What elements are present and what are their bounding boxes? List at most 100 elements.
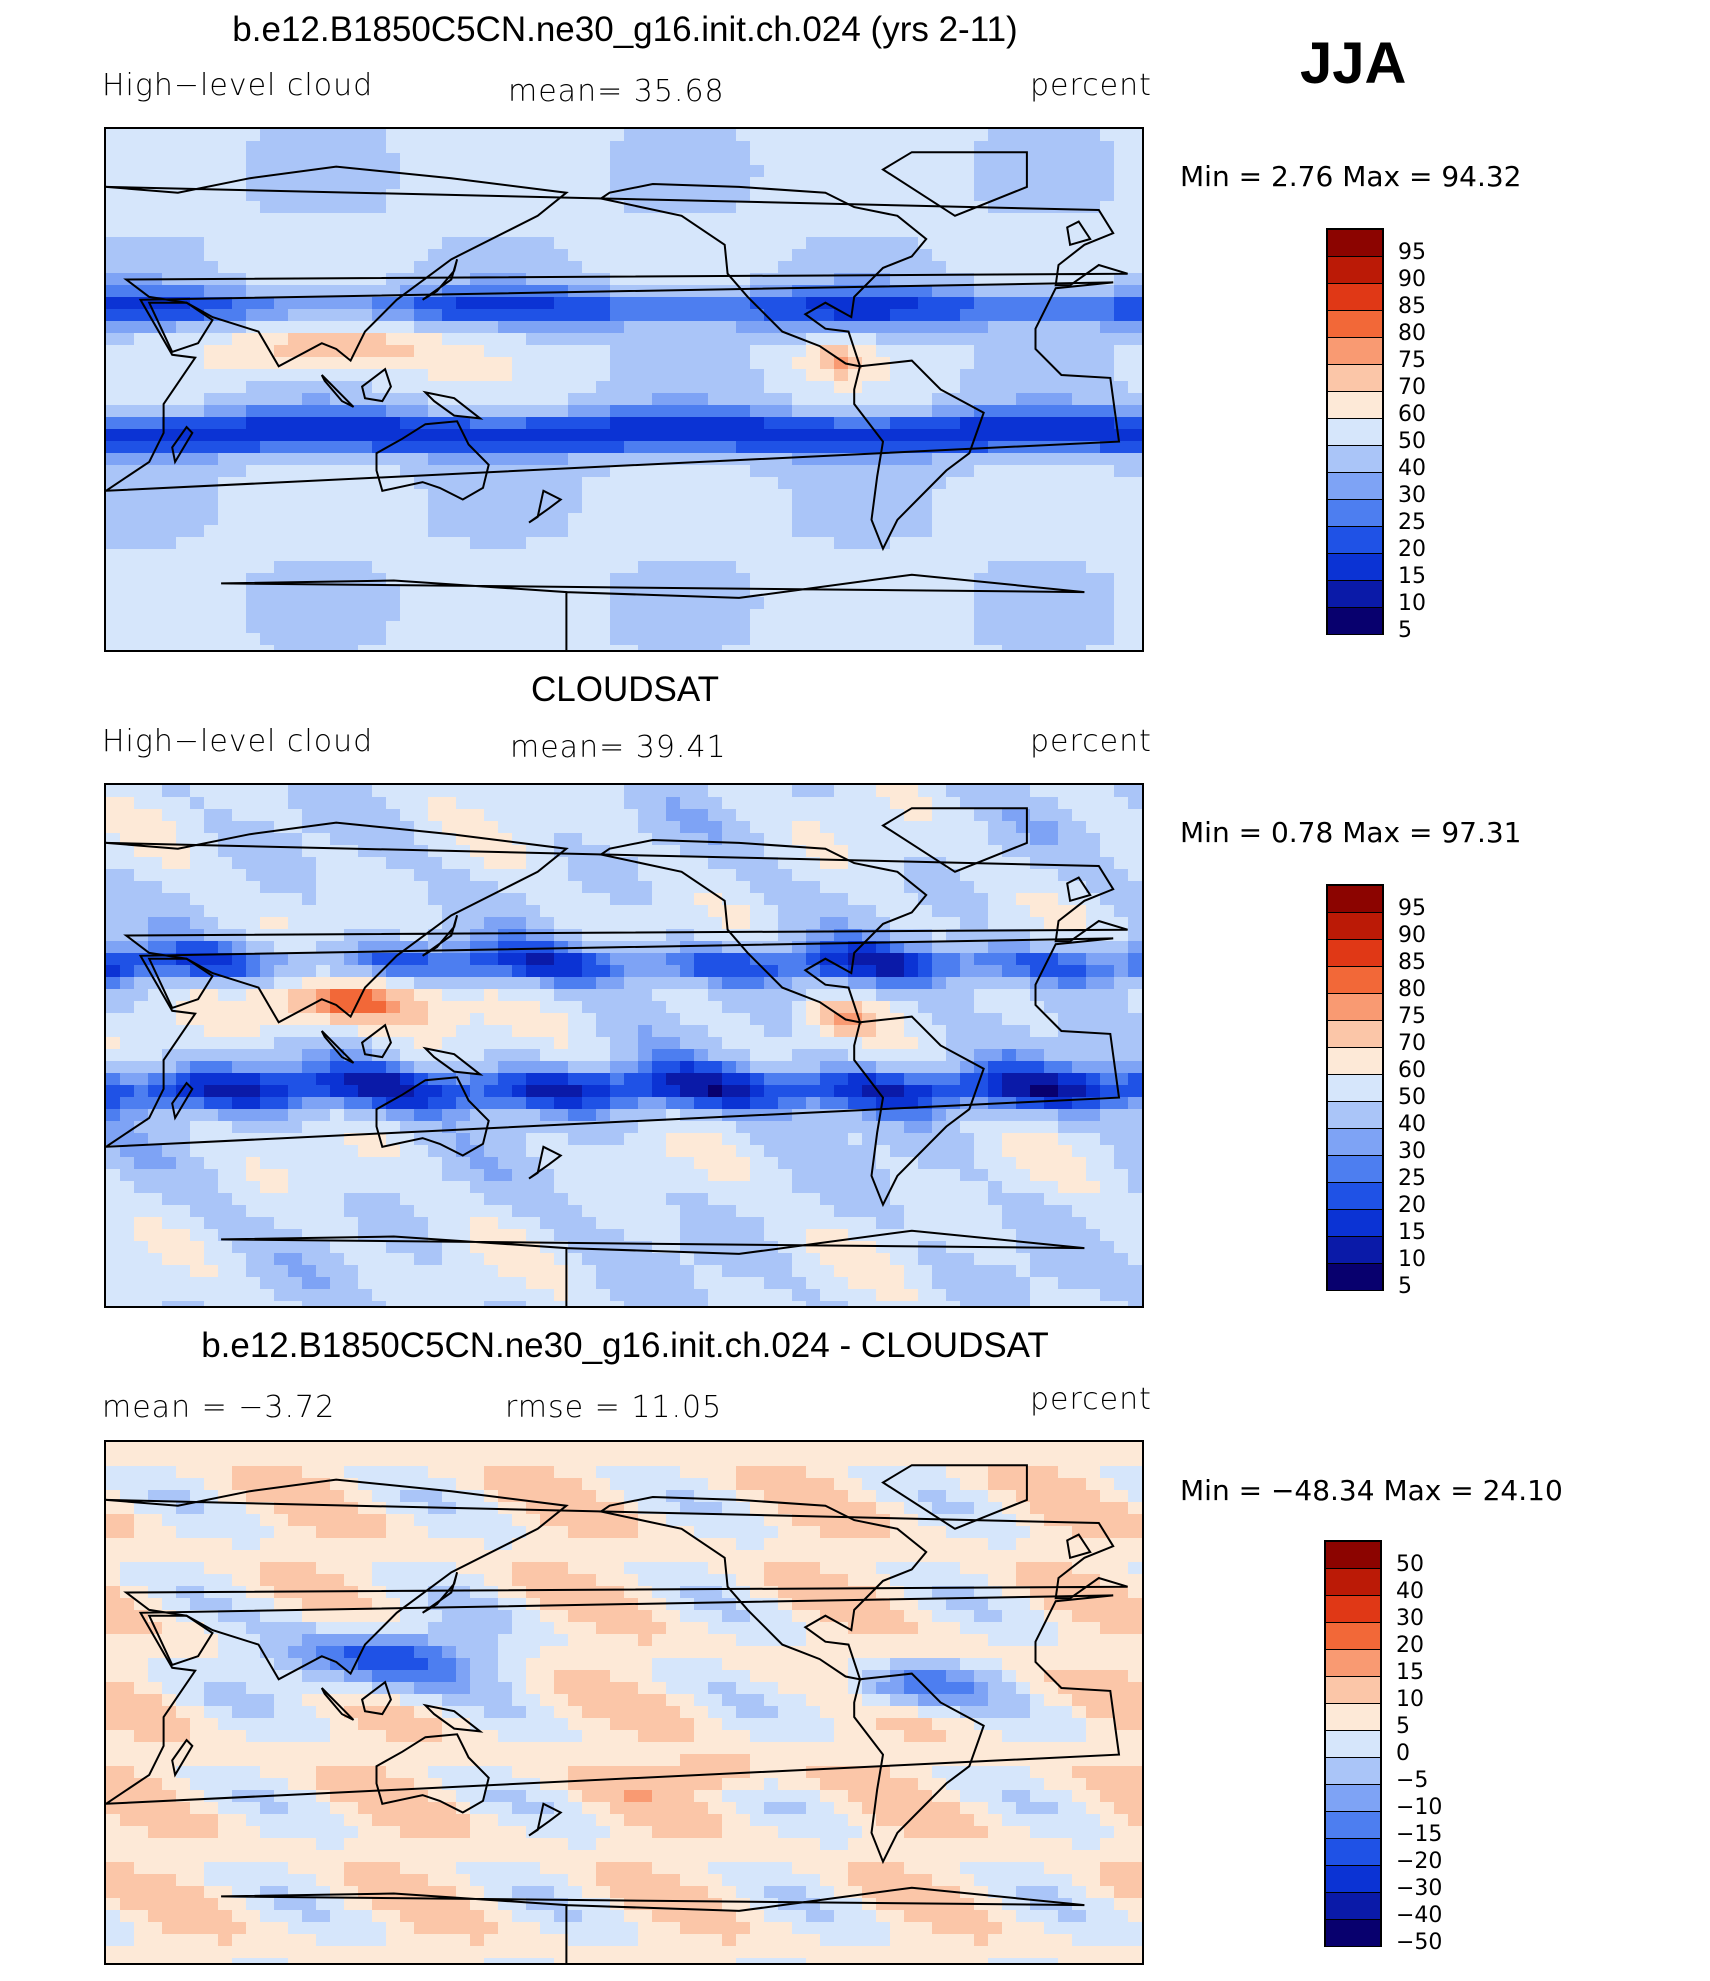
- colorbar-swatch: [1328, 500, 1382, 527]
- colorbar-swatch: [1328, 257, 1382, 284]
- colorbar-swatch: [1326, 1677, 1380, 1704]
- coastline-path: [853, 1015, 985, 1208]
- colorbar-tick-label: 95: [1398, 896, 1426, 921]
- colorbar-swatch: [1328, 392, 1382, 419]
- colorbar-swatch: [1328, 1210, 1382, 1237]
- colorbar-swatch: [1328, 527, 1382, 554]
- coastline-path: [171, 1738, 194, 1778]
- colorbar-swatch: [1326, 1758, 1380, 1785]
- colorbar-swatch: [1326, 1704, 1380, 1731]
- coastline-path: [360, 1680, 392, 1716]
- coastline-path: [375, 420, 490, 501]
- coastline-path: [360, 367, 392, 403]
- coastline-path: [528, 1145, 563, 1180]
- coastline-path: [598, 1495, 928, 1681]
- colorbar-tick-label: 40: [1396, 1579, 1424, 1604]
- colorbar-tick-label: 30: [1398, 1139, 1426, 1164]
- colorbar-tick-label: −10: [1396, 1795, 1443, 1820]
- panel-2-minmax: Min = 0.78 Max = 97.31: [1180, 816, 1522, 849]
- coastline-path: [320, 1030, 355, 1064]
- coastline-path: [1066, 220, 1092, 247]
- colorbar-tick-label: 15: [1396, 1660, 1424, 1685]
- panel-3-mean-label: mean = −3.72: [102, 1390, 336, 1425]
- coastline-path: [375, 1733, 490, 1814]
- colorbar-tick-label: 95: [1398, 240, 1426, 265]
- coastline-path: [881, 151, 1028, 217]
- coastline-path: [422, 915, 459, 957]
- coastline-path: [881, 1464, 1028, 1530]
- colorbar-tick-label: −20: [1396, 1849, 1443, 1874]
- colorbar-swatch: [1328, 365, 1382, 392]
- coastline-path: [598, 182, 928, 368]
- colorbar-tick-label: 90: [1398, 923, 1426, 948]
- colorbar-swatch: [1328, 1075, 1382, 1102]
- coastline-path: [106, 281, 1121, 492]
- colorbar-tick-label: 5: [1396, 1714, 1410, 1739]
- panel-1-map: [104, 127, 1144, 652]
- coastline-path: [171, 425, 194, 465]
- coastlines: [106, 807, 1128, 1306]
- colorbar-tick-label: 40: [1398, 1112, 1426, 1137]
- colorbar-swatch: [1328, 1021, 1382, 1048]
- colorbar-swatch: [1326, 1650, 1380, 1677]
- panel-2-units-label: percent: [1030, 724, 1152, 759]
- colorbar-swatch: [1328, 284, 1382, 311]
- colorbar-swatch: [1328, 967, 1382, 994]
- colorbar-tick-label: −50: [1396, 1930, 1443, 1955]
- colorbar-tick-label: 80: [1398, 977, 1426, 1002]
- season-label: JJA: [1300, 31, 1407, 96]
- colorbar-tick-label: 75: [1398, 1004, 1426, 1029]
- coastline-path: [853, 359, 985, 552]
- colorbar-swatch: [1328, 1183, 1382, 1210]
- coastline-path: [320, 1687, 355, 1721]
- colorbar-swatch: [1328, 1237, 1382, 1264]
- coastline-path: [422, 259, 459, 301]
- colorbar-tick-label: 0: [1396, 1741, 1410, 1766]
- panel-3-units-label: percent: [1030, 1382, 1152, 1417]
- coastline-path: [1066, 1533, 1092, 1560]
- colorbar-tick-label: 90: [1398, 267, 1426, 292]
- coastline-path: [422, 1046, 484, 1076]
- panel-3-map: [104, 1440, 1144, 1965]
- coastline-path: [375, 1076, 490, 1157]
- colorbar-tick-label: 20: [1398, 1193, 1426, 1218]
- colorbar-tick-label: 15: [1398, 1220, 1426, 1245]
- colorbar-box: [1326, 884, 1384, 1291]
- colorbar-swatch: [1328, 1264, 1382, 1291]
- coastline-path: [422, 1572, 459, 1614]
- colorbar-tick-label: 10: [1398, 591, 1426, 616]
- coastline-path: [147, 301, 214, 354]
- colorbar-tick-label: 20: [1398, 537, 1426, 562]
- map-field: [106, 1442, 1142, 1963]
- coastline-path: [853, 1672, 985, 1865]
- colorbar-tick-label: 85: [1398, 294, 1426, 319]
- colorbar-swatch: [1328, 608, 1382, 635]
- coastline-path: [147, 1614, 214, 1667]
- coastline-path: [881, 807, 1028, 873]
- coastline-path: [422, 390, 484, 420]
- colorbar-swatch: [1328, 311, 1382, 338]
- panel-1-minmax: Min = 2.76 Max = 94.32: [1180, 160, 1522, 193]
- coastline-path: [598, 838, 928, 1024]
- colorbar-swatch: [1328, 419, 1382, 446]
- panel-2-variable-label: High−level cloud: [102, 724, 374, 759]
- colorbar-tick-label: 5: [1398, 618, 1412, 643]
- colorbar-swatch: [1328, 886, 1382, 913]
- map-field: [106, 785, 1142, 1306]
- colorbar-tick-label: −5: [1396, 1768, 1429, 1793]
- map-field: [106, 129, 1142, 650]
- panel-3-minmax: Min = −48.34 Max = 24.10: [1180, 1474, 1563, 1507]
- colorbar-swatch: [1328, 338, 1382, 365]
- colorbar-tick-label: 10: [1396, 1687, 1424, 1712]
- colorbar-swatch: [1328, 1129, 1382, 1156]
- colorbar-tick-label: 15: [1398, 564, 1426, 589]
- colorbar-tick-label: 70: [1398, 375, 1426, 400]
- colorbar-swatch: [1326, 1785, 1380, 1812]
- coastline-path: [360, 1023, 392, 1059]
- colorbar-tick-label: 40: [1398, 456, 1426, 481]
- colorbar-tick-label: 20: [1396, 1633, 1424, 1658]
- coastline-path: [221, 573, 1085, 650]
- coastline-path: [106, 821, 1128, 1024]
- coastline-path: [106, 937, 1121, 1148]
- coastline-path: [106, 165, 1128, 368]
